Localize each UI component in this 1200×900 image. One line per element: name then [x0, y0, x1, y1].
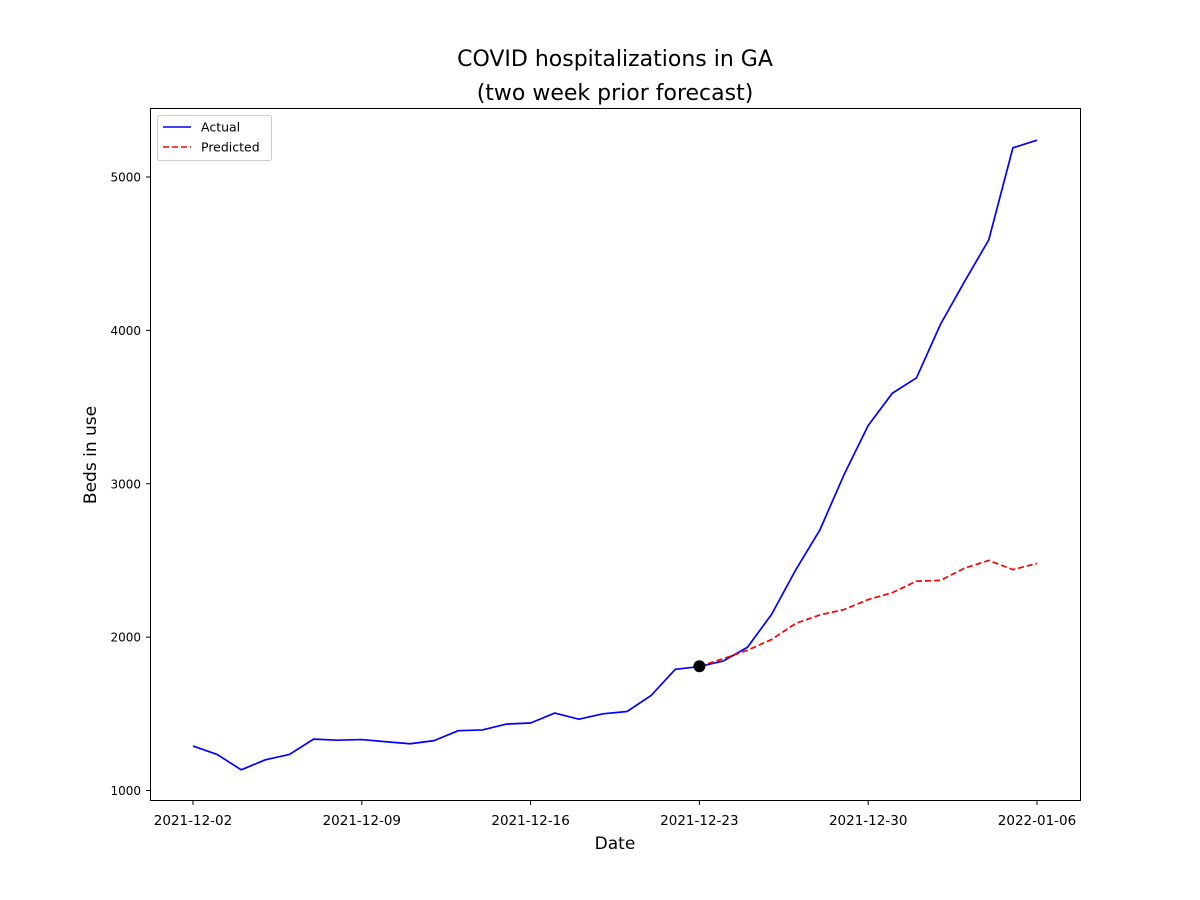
- y-tick-label: 3000: [110, 477, 141, 491]
- legend: Actual Predicted: [157, 115, 272, 161]
- y-tick-label: 4000: [110, 324, 141, 338]
- y-tick-label: 2000: [110, 631, 141, 645]
- y-axis-label: Beds in use: [81, 406, 101, 504]
- x-axis-label: Date: [595, 834, 636, 854]
- x-tick-label: 2022-01-06: [998, 813, 1076, 829]
- legend-label-predicted: Predicted: [201, 140, 260, 155]
- x-tick-label: 2021-12-30: [829, 813, 907, 829]
- plot-frame: [150, 108, 1081, 801]
- y-axis-ticks: 1000 2000 3000 4000 5000: [110, 171, 150, 798]
- legend-label-actual: Actual: [201, 120, 240, 135]
- x-axis-ticks: 2021-12-02 2021-12-09 2021-12-16 2021-12-23…: [154, 801, 1076, 829]
- forecast-start-marker: [693, 660, 706, 673]
- series-line-predicted: [699, 559, 1038, 668]
- x-tick-label: 2021-12-16: [491, 813, 569, 829]
- y-tick-label: 1000: [110, 784, 141, 798]
- chart-title-line-1: COVID hospitalizations in GA: [457, 47, 773, 72]
- x-tick-label: 2021-12-23: [660, 813, 738, 829]
- plot-layer: [192, 139, 1038, 771]
- y-tick-label: 5000: [110, 171, 141, 185]
- chart-title-line-2: (two week prior forecast): [477, 81, 754, 106]
- x-tick-label: 2021-12-02: [154, 813, 232, 829]
- x-tick-label: 2021-12-09: [323, 813, 401, 829]
- series-line-actual: [192, 139, 1038, 771]
